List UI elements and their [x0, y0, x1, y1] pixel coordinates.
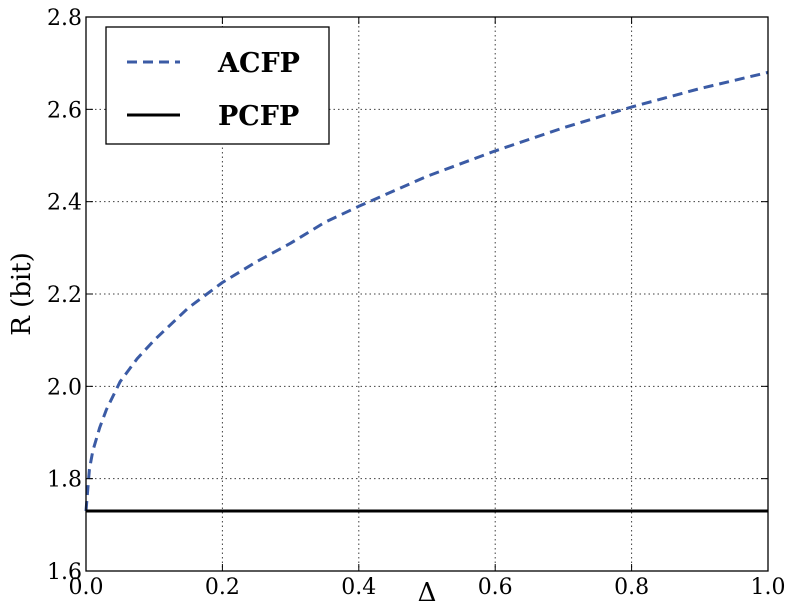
- tick-layer: [85, 16, 769, 572]
- y-tick-label: 1.8: [47, 468, 82, 493]
- y-axis-label: R (bit): [7, 252, 37, 336]
- y-tick-label: 2.6: [47, 98, 82, 123]
- legend: ACFP PCFP: [105, 26, 330, 145]
- x-axis-label: Δ: [418, 578, 437, 604]
- y-tick-label: 2.4: [47, 191, 82, 216]
- y-tick-label: 2.0: [47, 375, 82, 400]
- x-tick-label: 0.6: [478, 575, 513, 600]
- x-tick-label: 0.4: [341, 575, 376, 600]
- x-tick-label: 0.2: [205, 575, 240, 600]
- x-tick-label: 1.0: [751, 575, 785, 600]
- legend-label-acfp: ACFP: [217, 48, 300, 79]
- legend-box: [105, 26, 330, 145]
- label-layer: 0.0 0.2 0.4 0.6 0.8 1.0 1.6 1.8 2.0 2.2 2.4 2.6 2.8 Δ…: [7, 6, 785, 604]
- series-layer: [84, 70, 769, 513]
- y-tick-label: 2.2: [47, 283, 82, 308]
- legend-label-pcfp: PCFP: [218, 101, 299, 132]
- y-tick-label: 2.8: [47, 6, 82, 31]
- x-tick-label: 0.8: [614, 575, 649, 600]
- x-tick-label: 0.0: [69, 575, 104, 600]
- series-line-acfp: [84, 70, 769, 512]
- y-tick-label: 1.6: [47, 560, 82, 585]
